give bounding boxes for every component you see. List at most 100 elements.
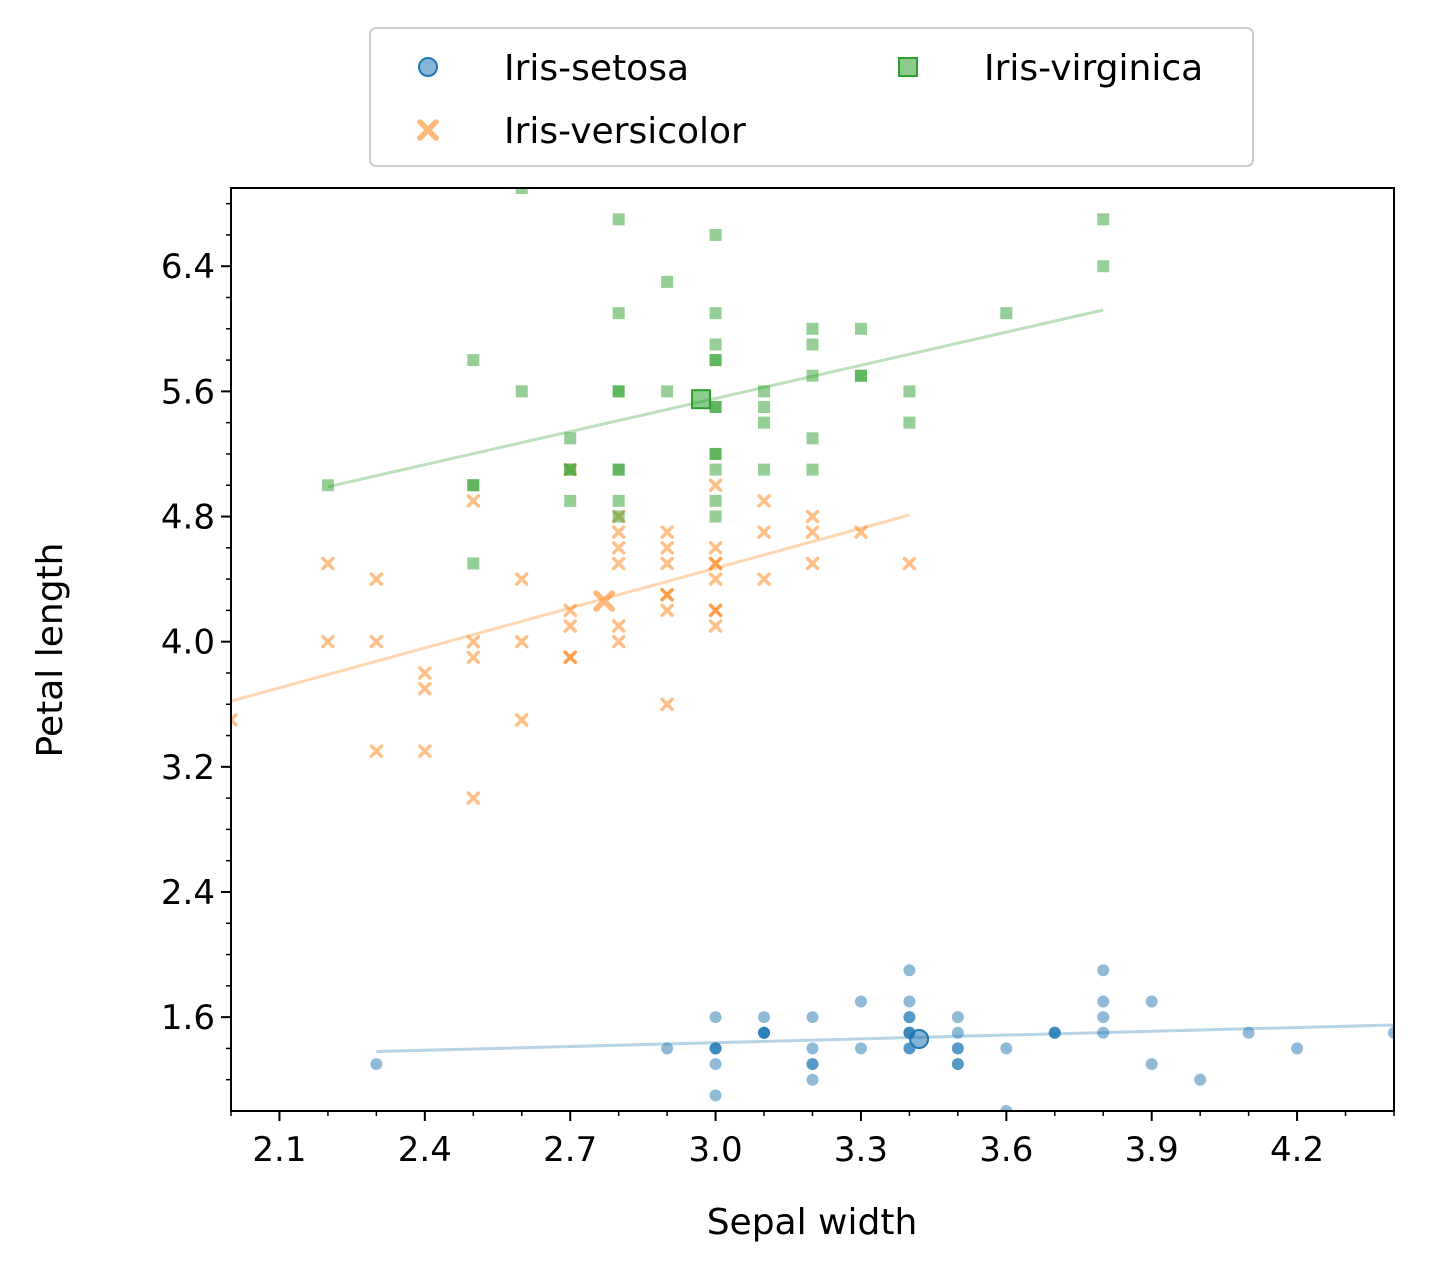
data-point [564,463,577,476]
data-point [708,556,723,571]
data-point [369,634,384,649]
data-point [563,650,577,665]
data-point [418,666,432,680]
data-point [369,744,384,758]
data-point [515,572,529,586]
data-point [708,603,723,618]
data-point [709,307,722,320]
data-point [758,463,771,476]
data-point [854,995,867,1008]
data-point [370,1058,383,1071]
data-point [466,494,481,508]
data-point [757,525,771,539]
data-point [758,416,771,429]
data-point [854,1042,867,1055]
data-point [806,463,819,476]
data-point [806,1042,819,1055]
data-point [611,541,626,555]
data-point [418,681,432,696]
data-point [515,385,528,398]
x-axis-title: Sepal width [707,1202,918,1243]
data-point [708,619,723,633]
data-point [660,587,674,602]
data-point [709,1042,722,1055]
data-point [321,479,334,492]
legend-box [369,27,1254,167]
data-point [709,447,722,460]
legend-label: Iris-setosa [504,48,689,89]
series-mean-marker [691,389,712,410]
data-point [806,1011,819,1024]
data-point [709,463,722,476]
data-point [903,964,916,977]
x-tick-label: 3.0 [689,1130,743,1170]
fit-line-iris-virginica [327,308,1104,489]
y-tick-label: 3.2 [161,748,215,788]
data-point [564,432,577,445]
data-point [709,228,722,241]
data-point [1145,995,1158,1008]
data-point [467,557,480,570]
data-point [611,634,626,649]
data-point [563,603,577,618]
y-tick-label: 1.6 [161,998,215,1038]
data-point [903,385,916,398]
data-point [1097,260,1110,273]
data-point [806,322,819,335]
data-point [369,572,384,586]
legend-marker [898,57,918,77]
y-tick-label: 4.8 [161,498,215,538]
data-point [951,1011,964,1024]
data-point [466,634,481,649]
x-tick-label: 3.3 [834,1130,888,1170]
data-point [806,432,819,445]
fit-line-iris-setosa [376,1023,1395,1054]
data-point [758,1011,771,1024]
series-means [593,389,930,1050]
data-point [661,385,674,398]
data-point [661,275,674,288]
x-tick-label: 2.1 [252,1130,306,1170]
data-point [1097,1011,1110,1024]
data-point [321,634,335,649]
data-point [661,1042,674,1055]
data-point [854,369,867,382]
data-point [466,650,481,665]
data-point [951,1026,964,1039]
x-tick-label: 2.7 [543,1130,597,1170]
data-point [612,494,625,507]
legend-label: Iris-versicolor [504,111,746,152]
y-axis-title: Petal length [30,543,71,758]
data-point [467,479,480,492]
series-mean-marker [593,590,615,612]
data-point [418,744,432,758]
data-point [758,401,771,414]
data-point [806,1058,819,1071]
data-point [231,713,238,727]
x-tick-label: 2.4 [398,1130,452,1170]
data-point [709,401,722,414]
y-tick-label: 4.0 [161,623,215,663]
data-point [1097,995,1110,1008]
y-tick-label: 6.4 [161,247,215,287]
data-point [805,525,820,539]
data-point [757,572,771,586]
x-tick-label: 4.2 [1270,1130,1324,1170]
data-point [757,494,771,508]
data-points [231,188,1394,1111]
data-point [1097,964,1110,977]
data-point [805,509,820,524]
data-point [709,494,722,507]
data-point [611,556,626,571]
legend-marker [418,57,438,77]
data-point [1194,1073,1207,1086]
data-point [708,478,723,492]
x-tick-label: 3.9 [1125,1130,1179,1170]
data-point [1000,1105,1013,1111]
data-point [660,541,674,555]
data-point [758,385,771,398]
data-point [805,556,820,571]
data-point [1242,1026,1255,1039]
data-point [806,338,819,351]
data-point [951,1058,964,1071]
